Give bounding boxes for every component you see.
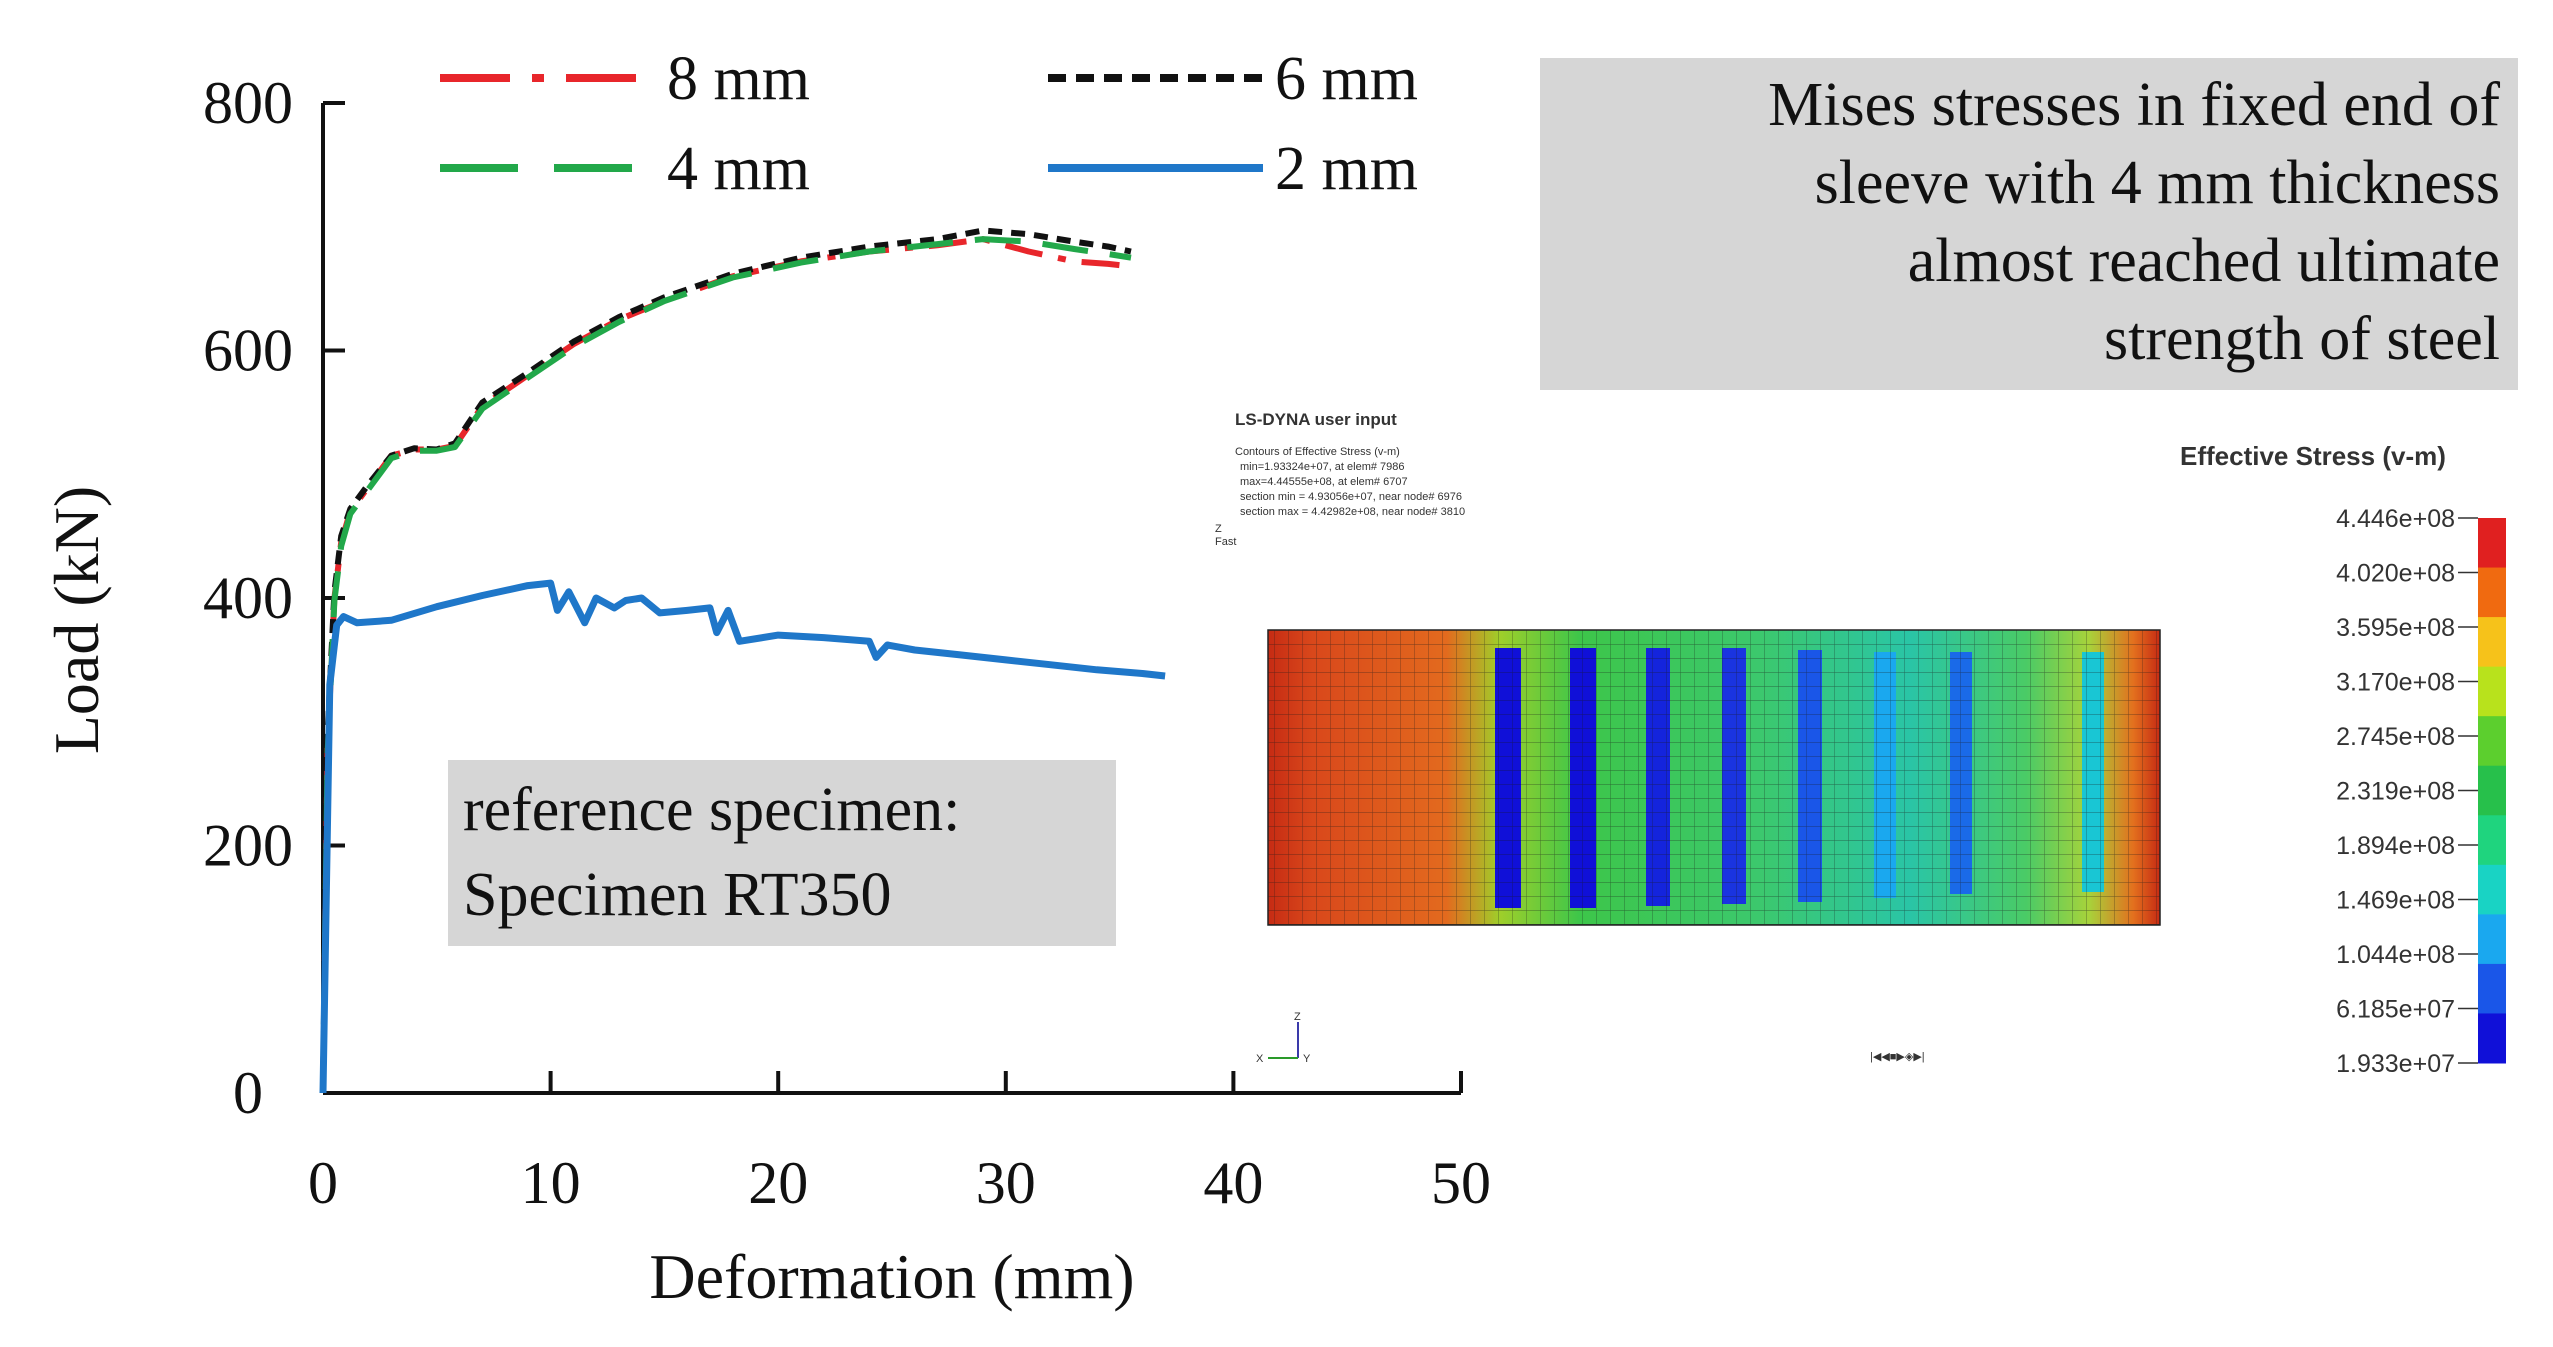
model-mesh [1268,630,2160,925]
colorbar-swatch [2478,518,2506,569]
series-line-2mm [319,579,1166,1094]
legend-label-2mm: 2 mm [1275,135,1418,203]
reference-note-line-1: reference specimen: [463,776,960,844]
y-axis-title: Load (kN) [41,486,112,754]
colorbar-labels: 4.446e+08 4.020e+08 3.595e+08 3.170e+08 2.74… [2336,505,2478,1078]
colorbar-label: 1.933e+07 [2336,1050,2455,1078]
legend-label-4mm: 4 mm [667,135,810,203]
y-tick-label: 200 [203,813,293,879]
y-ticks: 0 200 400 600 800 [203,70,345,1126]
colorbar-label: 1.894e+08 [2336,832,2455,860]
plot-area [319,227,1166,1094]
y-tick-label: 600 [203,318,293,384]
reference-note-box [448,760,1116,946]
colorbar [2478,518,2506,1064]
stress-note-line-1: Mises stresses in fixed end of [1768,71,2500,139]
colorbar-swatch [2478,716,2506,767]
fem-inset: LS-DYNA user input Contours of Effective… [1215,410,2506,1078]
stress-note-line-4: strength of steel [2104,305,2500,373]
ls-info-line-2: min=1.93324e+07, at elem# 7986 [1240,461,1405,473]
axis-triad: Z Y X [1256,1011,1311,1065]
colorbar-swatch [2478,617,2506,668]
playback-controls: |◀◀■▶◈▶| [1870,1051,1925,1063]
x-tick-label: 30 [976,1150,1036,1216]
stress-contour-model [1267,629,2161,926]
ls-side-mark-1: Z [1215,523,1222,535]
ls-info-line-5: section max = 4.42982e+08, near node# 38… [1240,506,1465,518]
colorbar-label: 6.185e+07 [2336,996,2455,1024]
series-line-8mm [320,236,1132,1094]
colorbar-swatch [2478,914,2506,965]
y-tick-label: 400 [203,565,293,631]
triad-label-y: Y [1303,1053,1311,1065]
triad-label-z: Z [1294,1011,1301,1023]
stress-note-line-3: almost reached ultimate [1908,227,2500,295]
model-outline [1267,629,2161,926]
ls-side-mark-2: Fast [1215,536,1236,548]
x-ticks: 0 10 20 30 40 50 [308,1071,1491,1216]
colorbar-swatch [2478,864,2506,915]
x-axis-title: Deformation (mm) [649,1241,1134,1312]
x-tick-label: 10 [521,1150,581,1216]
legend-label-8mm: 8 mm [667,45,810,113]
x-tick-label: 20 [748,1150,808,1216]
x-tick-label: 50 [1431,1150,1491,1216]
colorbar-label: 1.044e+08 [2336,941,2455,969]
colorbar-label: 1.469e+08 [2336,887,2455,915]
y-tick-label: 0 [233,1060,263,1126]
legend-label-6mm: 6 mm [1275,45,1418,113]
triad-label-x: X [1256,1053,1264,1065]
y-tick-label: 800 [203,70,293,136]
colorbar-label: 2.319e+08 [2336,778,2455,806]
ls-info-line-4: section min = 4.93056e+07, near node# 69… [1240,491,1462,503]
legend: 8 mm 6 mm 4 mm 2 mm [440,45,1418,203]
colorbar-swatch [2478,1013,2506,1064]
colorbar-swatch [2478,567,2506,618]
reference-note-line-2: Specimen RT350 [463,861,892,929]
colorbar-label: 2.745e+08 [2336,723,2455,751]
x-tick-label: 0 [308,1150,338,1216]
series-line-4mm [320,236,1132,1094]
x-tick-label: 40 [1203,1150,1263,1216]
colorbar-swatch [2478,666,2506,717]
colorbar-label: 4.020e+08 [2336,560,2455,588]
colorbar-label: 4.446e+08 [2336,505,2455,533]
colorbar-swatch [2478,815,2506,866]
colorbar-label: 3.595e+08 [2336,614,2455,642]
stress-note-box [1540,58,2518,390]
colorbar-swatch [2478,963,2506,1014]
colorbar-swatch [2478,765,2506,816]
colorbar-label: 3.170e+08 [2336,669,2455,697]
ls-dyna-header: LS-DYNA user input [1235,410,1397,429]
ls-info-line-3: max=4.44555e+08, at elem# 6707 [1240,476,1408,488]
ls-info-line-1: Contours of Effective Stress (v-m) [1235,446,1400,458]
stress-note-line-2: sleeve with 4 mm thickness [1815,149,2500,217]
colorbar-title: Effective Stress (v-m) [2180,441,2446,471]
